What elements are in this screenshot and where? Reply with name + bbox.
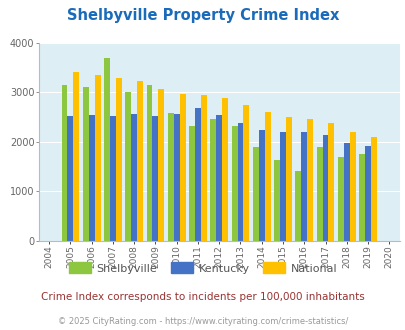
Bar [316, 147, 322, 241]
Bar [231, 126, 237, 241]
Bar [285, 117, 291, 241]
Bar [343, 143, 349, 241]
Bar [89, 115, 94, 241]
Bar [137, 81, 143, 241]
Bar [328, 122, 334, 241]
Bar [279, 132, 285, 241]
Bar [258, 130, 264, 241]
Bar [116, 78, 121, 241]
Bar [173, 114, 179, 241]
Bar [146, 85, 152, 241]
Bar [237, 123, 243, 241]
Bar [194, 108, 200, 241]
Bar [222, 98, 228, 241]
Bar [158, 89, 164, 241]
Bar [307, 119, 312, 241]
Legend: Shelbyville, Kentucky, National: Shelbyville, Kentucky, National [64, 258, 341, 278]
Bar [179, 94, 185, 241]
Bar [62, 85, 67, 241]
Bar [167, 113, 173, 241]
Bar [73, 72, 79, 241]
Bar [83, 87, 89, 241]
Bar [243, 105, 249, 241]
Bar [216, 115, 222, 241]
Text: Crime Index corresponds to incidents per 100,000 inhabitants: Crime Index corresponds to incidents per… [41, 292, 364, 302]
Bar [322, 135, 328, 241]
Bar [189, 125, 194, 241]
Bar [364, 147, 370, 241]
Bar [337, 157, 343, 241]
Bar [264, 112, 270, 241]
Bar [294, 171, 301, 241]
Bar [273, 160, 279, 241]
Bar [200, 95, 207, 241]
Bar [104, 58, 110, 241]
Bar [210, 118, 216, 241]
Bar [301, 132, 307, 241]
Text: © 2025 CityRating.com - https://www.cityrating.com/crime-statistics/: © 2025 CityRating.com - https://www.city… [58, 317, 347, 326]
Bar [110, 115, 116, 241]
Bar [94, 75, 100, 241]
Bar [131, 114, 137, 241]
Bar [358, 154, 364, 241]
Bar [152, 115, 158, 241]
Bar [252, 147, 258, 241]
Bar [349, 131, 355, 241]
Bar [370, 137, 376, 241]
Bar [125, 92, 131, 241]
Bar [67, 115, 73, 241]
Text: Shelbyville Property Crime Index: Shelbyville Property Crime Index [67, 8, 338, 23]
